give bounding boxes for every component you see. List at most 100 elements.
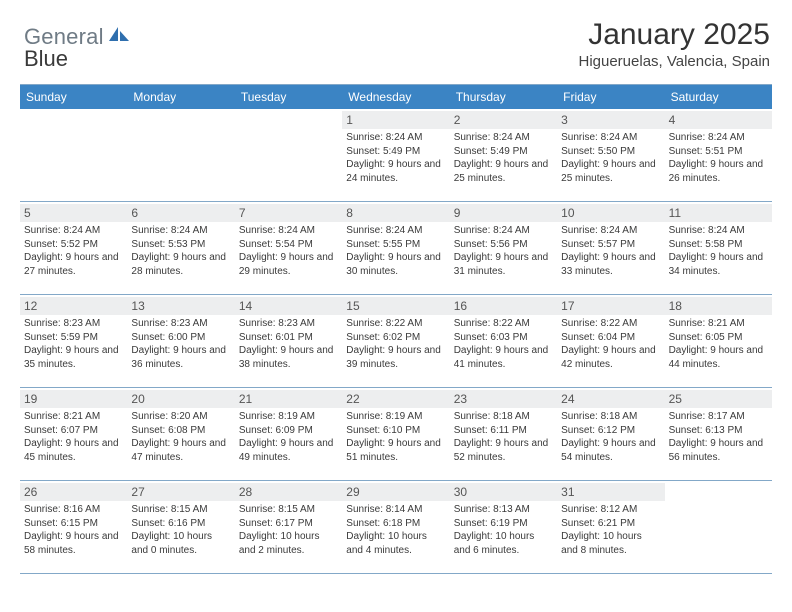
day-info: Sunrise: 8:17 AMSunset: 6:13 PMDaylight:… [669,410,768,464]
calendar-day: 9Sunrise: 8:24 AMSunset: 5:56 PMDaylight… [450,202,557,294]
day-info: Sunrise: 8:24 AMSunset: 5:49 PMDaylight:… [346,131,445,185]
day-number: 29 [342,483,449,501]
day-number: 5 [20,204,127,222]
sunset-line: Sunset: 5:53 PM [131,238,230,252]
daylight-line: Daylight: 9 hours and 52 minutes. [454,437,553,464]
calendar-day: 7 Sunrise: 8:24 AMSunset: 5:54 PMDaylight… [235,202,342,294]
sunset-line: Sunset: 5:58 PM [669,238,768,252]
day-info: Sunrise: 8:16 AMSunset: 6:15 PMDaylight:… [24,503,123,557]
sunrise-line: Sunrise: 8:24 AM [346,131,445,145]
calendar-week: 26Sunrise: 8:16 AMSunset: 6:15 PMDayligh… [20,481,772,574]
calendar-week: 12Sunrise: 8:23 AMSunset: 5:59 PMDayligh… [20,295,772,388]
daylight-line: Daylight: 9 hours and 45 minutes. [24,437,123,464]
sunrise-line: Sunrise: 8:22 AM [561,317,660,331]
daylight-line: Daylight: 9 hours and 30 minutes. [346,251,445,278]
day-info: Sunrise: 8:18 AMSunset: 6:11 PMDaylight:… [454,410,553,464]
sunset-line: Sunset: 6:16 PM [131,517,230,531]
sunrise-line: Sunrise: 8:24 AM [346,224,445,238]
day-info: Sunrise: 8:13 AMSunset: 6:19 PMDaylight:… [454,503,553,557]
day-number: 12 [20,297,127,315]
daylight-line: Daylight: 10 hours and 2 minutes. [239,530,338,557]
day-number: 7 [235,204,342,222]
daylight-line: Daylight: 9 hours and 44 minutes. [669,344,768,371]
sunrise-line: Sunrise: 8:22 AM [346,317,445,331]
sunset-line: Sunset: 6:10 PM [346,424,445,438]
sunrise-line: Sunrise: 8:23 AM [24,317,123,331]
calendar-day: 15Sunrise: 8:22 AMSunset: 6:02 PMDayligh… [342,295,449,387]
calendar-day: 14Sunrise: 8:23 AMSunset: 6:01 PMDayligh… [235,295,342,387]
sunset-line: Sunset: 5:49 PM [346,145,445,159]
calendar-day: 6Sunrise: 8:24 AMSunset: 5:53 PMDaylight… [127,202,234,294]
daylight-line: Daylight: 9 hours and 38 minutes. [239,344,338,371]
sunset-line: Sunset: 6:15 PM [24,517,123,531]
day-number: 4 [665,111,772,129]
day-number: 17 [557,297,664,315]
day-number: 14 [235,297,342,315]
calendar-day: 28Sunrise: 8:15 AMSunset: 6:17 PMDayligh… [235,481,342,573]
day-header: Tuesday [235,85,342,109]
day-info: Sunrise: 8:24 AMSunset: 5:49 PMDaylight:… [454,131,553,185]
day-header: Friday [557,85,664,109]
day-info: Sunrise: 8:22 AMSunset: 6:04 PMDaylight:… [561,317,660,371]
sunset-line: Sunset: 6:18 PM [346,517,445,531]
sunrise-line: Sunrise: 8:18 AM [561,410,660,424]
calendar-day: 20Sunrise: 8:20 AMSunset: 6:08 PMDayligh… [127,388,234,480]
day-info: Sunrise: 8:12 AMSunset: 6:21 PMDaylight:… [561,503,660,557]
day-info: Sunrise: 8:15 AMSunset: 6:17 PMDaylight:… [239,503,338,557]
day-number: 23 [450,390,557,408]
logo-text-2: Blue [24,46,68,71]
calendar-header-row: Sunday Monday Tuesday Wednesday Thursday… [20,85,772,109]
sunrise-line: Sunrise: 8:22 AM [454,317,553,331]
sunset-line: Sunset: 6:02 PM [346,331,445,345]
day-number: 30 [450,483,557,501]
sunrise-line: Sunrise: 8:24 AM [669,224,768,238]
daylight-line: Daylight: 9 hours and 25 minutes. [454,158,553,185]
daylight-line: Daylight: 9 hours and 49 minutes. [239,437,338,464]
daylight-line: Daylight: 9 hours and 33 minutes. [561,251,660,278]
calendar-day: 18Sunrise: 8:21 AMSunset: 6:05 PMDayligh… [665,295,772,387]
day-number: 31 [557,483,664,501]
day-number: 8 [342,204,449,222]
day-info: Sunrise: 8:24 AMSunset: 5:58 PMDaylight:… [669,224,768,278]
daylight-line: Daylight: 9 hours and 34 minutes. [669,251,768,278]
day-info: Sunrise: 8:24 AMSunset: 5:53 PMDaylight:… [131,224,230,278]
sunrise-line: Sunrise: 8:24 AM [669,131,768,145]
calendar-day: 22Sunrise: 8:19 AMSunset: 6:10 PMDayligh… [342,388,449,480]
day-info: Sunrise: 8:19 AMSunset: 6:09 PMDaylight:… [239,410,338,464]
calendar-week: 19Sunrise: 8:21 AMSunset: 6:07 PMDayligh… [20,388,772,481]
logo-line2: Blue [24,46,68,72]
sunset-line: Sunset: 6:19 PM [454,517,553,531]
day-info: Sunrise: 8:24 AMSunset: 5:56 PMDaylight:… [454,224,553,278]
sunrise-line: Sunrise: 8:24 AM [239,224,338,238]
daylight-line: Daylight: 9 hours and 29 minutes. [239,251,338,278]
sunset-line: Sunset: 5:52 PM [24,238,123,252]
sunset-line: Sunset: 5:57 PM [561,238,660,252]
sunrise-line: Sunrise: 8:21 AM [24,410,123,424]
sunset-line: Sunset: 6:07 PM [24,424,123,438]
day-header: Monday [127,85,234,109]
sunset-line: Sunset: 6:01 PM [239,331,338,345]
page-title: January 2025 [20,18,770,51]
day-info: Sunrise: 8:22 AMSunset: 6:02 PMDaylight:… [346,317,445,371]
calendar-week: 5 Sunrise: 8:24 AM Sunset: 5:52 PM Daylight… [20,202,772,295]
sunset-line: Sunset: 6:08 PM [131,424,230,438]
calendar-day: . [20,109,127,201]
day-info: Sunrise: 8:15 AMSunset: 6:16 PMDaylight:… [131,503,230,557]
calendar-day: 26Sunrise: 8:16 AMSunset: 6:15 PMDayligh… [20,481,127,573]
day-header: Saturday [665,85,772,109]
daylight-line: Daylight: 9 hours and 24 minutes. [346,158,445,185]
day-info: Sunrise: 8:24 AMSunset: 5:54 PMDaylight:… [239,224,338,278]
calendar-week: ...1Sunrise: 8:24 AMSunset: 5:49 PMDayli… [20,109,772,202]
daylight-line: Daylight: 9 hours and 28 minutes. [131,251,230,278]
calendar-day: 24Sunrise: 8:18 AMSunset: 6:12 PMDayligh… [557,388,664,480]
day-number: 22 [342,390,449,408]
calendar-day: 17 Sunrise: 8:22 AMSunset: 6:04 PMDayligh… [557,295,664,387]
logo-sail-icon [107,25,131,43]
sunrise-line: Sunrise: 8:24 AM [454,224,553,238]
day-number: 20 [127,390,234,408]
calendar-day: 12Sunrise: 8:23 AMSunset: 5:59 PMDayligh… [20,295,127,387]
daylight-line: Daylight: 10 hours and 8 minutes. [561,530,660,557]
daylight-line: Daylight: 9 hours and 42 minutes. [561,344,660,371]
daylight-line: Daylight: 9 hours and 39 minutes. [346,344,445,371]
sunrise-line: Sunrise: 8:24 AM [561,131,660,145]
